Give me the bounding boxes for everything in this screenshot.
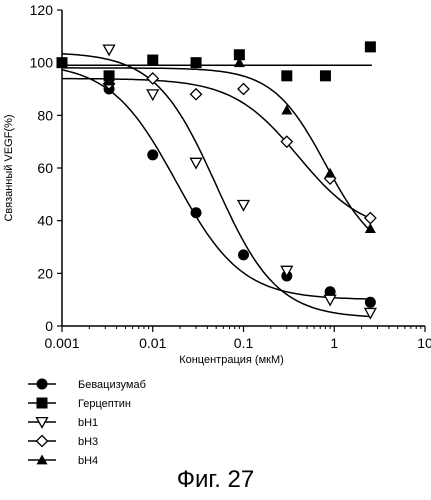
fit-curve-2 bbox=[61, 53, 372, 318]
fit-curve-0 bbox=[61, 69, 372, 300]
legend-label-2: bH1 bbox=[78, 417, 98, 429]
series-0-point bbox=[147, 149, 159, 161]
series-4-point bbox=[281, 104, 293, 115]
x-tick-label-1: 0.01 bbox=[139, 335, 166, 351]
legend-label-4: bH4 bbox=[78, 455, 98, 467]
x-tick-label-3: 1 bbox=[330, 335, 338, 351]
x-axis-title: Концентрация (мкМ) bbox=[179, 354, 284, 366]
series-2-point bbox=[189, 157, 203, 170]
series-1-point bbox=[147, 54, 159, 66]
x-tick-label-2: 0.1 bbox=[234, 335, 254, 351]
fit-curve-4 bbox=[62, 67, 373, 233]
series-0-point bbox=[190, 207, 202, 219]
y-tick-label-3: 60 bbox=[37, 160, 53, 176]
x-tick-label-0: 0.001 bbox=[44, 335, 79, 351]
series-2-point bbox=[236, 199, 251, 212]
legend-marker-1 bbox=[36, 397, 48, 409]
series-0-point bbox=[324, 286, 336, 298]
series-3-point bbox=[363, 211, 377, 225]
legend-marker-4 bbox=[36, 454, 48, 465]
series-4-point bbox=[364, 223, 376, 233]
y-tick-label-5: 100 bbox=[30, 55, 54, 71]
legend-marker-0 bbox=[36, 378, 48, 390]
series-1-point bbox=[319, 70, 331, 82]
legend-label-0: Бевацизумаб bbox=[78, 379, 146, 391]
series-2-point bbox=[323, 294, 337, 307]
series-1-point bbox=[56, 57, 68, 69]
series-2-point bbox=[102, 44, 116, 57]
y-tick-label-1: 20 bbox=[37, 265, 53, 281]
series-3-point bbox=[189, 87, 203, 101]
figure-caption: Фиг. 27 bbox=[176, 466, 255, 493]
y-axis-title: Связанный VEGF(%) bbox=[3, 114, 15, 221]
series-1-point bbox=[364, 41, 376, 53]
series-1-point bbox=[190, 57, 202, 69]
series-3-point bbox=[146, 72, 160, 85]
series-0-point bbox=[238, 249, 249, 261]
y-tick-label-2: 40 bbox=[37, 213, 53, 229]
legend-marker-2 bbox=[35, 416, 49, 429]
x-tick-label-4: 10 bbox=[417, 335, 431, 351]
y-tick-label-0: 0 bbox=[45, 318, 53, 334]
series-2-point bbox=[363, 307, 377, 320]
series-4-point bbox=[324, 167, 336, 178]
series-3-point bbox=[280, 135, 294, 149]
series-1-point bbox=[281, 70, 293, 82]
y-tick-label-6: 120 bbox=[30, 2, 54, 18]
fit-curve-3 bbox=[62, 77, 373, 220]
series-0-point bbox=[364, 296, 376, 308]
legend-label-3: bH3 bbox=[78, 436, 98, 448]
legend-marker-3 bbox=[35, 434, 49, 448]
y-tick-label-4: 80 bbox=[37, 107, 53, 123]
series-2-point bbox=[280, 265, 294, 278]
series-4-point bbox=[103, 75, 115, 86]
series-1-point bbox=[233, 49, 245, 61]
series-4-point bbox=[233, 57, 245, 68]
series-3-point bbox=[237, 82, 250, 96]
legend-label-1: Герцептин bbox=[78, 398, 131, 410]
series-2-point bbox=[146, 89, 160, 102]
